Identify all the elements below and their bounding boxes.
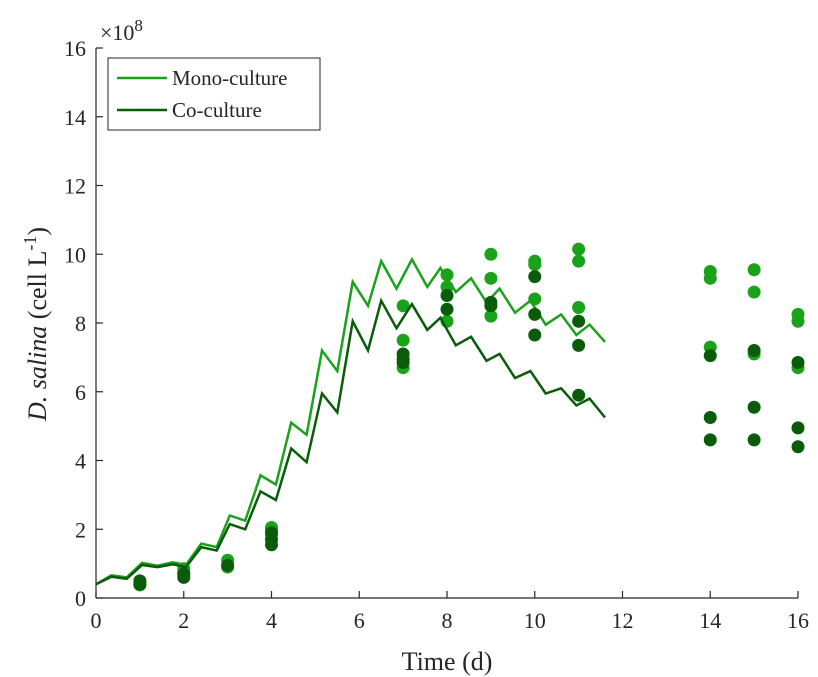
y-label-close: ) — [23, 227, 52, 236]
data-point-mono-culture — [528, 258, 542, 272]
y-tick-label: 10 — [64, 242, 86, 267]
data-point-co-culture — [747, 400, 761, 414]
data-point-mono-culture — [440, 268, 454, 282]
series-line-co-culture — [95, 297, 606, 586]
data-point-co-culture — [791, 440, 805, 454]
x-tick-label: 6 — [354, 608, 365, 633]
data-point-co-culture — [747, 433, 761, 447]
data-point-co-culture — [703, 411, 717, 425]
y-multiplier-label: ×108 — [100, 16, 143, 45]
data-point-mono-culture — [484, 247, 498, 261]
data-point-mono-culture — [528, 292, 542, 306]
series-layer — [95, 242, 805, 592]
y-tick-label: 2 — [75, 517, 86, 542]
data-point-co-culture — [528, 328, 542, 342]
data-point-mono-culture — [791, 314, 805, 328]
series-line-mono-culture — [95, 256, 606, 586]
x-tick-label: 8 — [442, 608, 453, 633]
x-axis-label: Time (d) — [402, 647, 493, 676]
data-point-co-culture — [221, 558, 235, 572]
axis-ticks: 0 2 4 6 8 10 12 14 16 0 2 4 6 8 10 12 14 16 — [64, 36, 809, 633]
y-label-species: D. salina — [23, 326, 52, 422]
data-point-co-culture — [440, 289, 454, 302]
y-tick-label: 4 — [75, 449, 86, 474]
y-tick-label: 12 — [64, 174, 86, 199]
x-tick-label: 4 — [266, 608, 277, 633]
x-tick-label: 12 — [612, 608, 634, 633]
data-point-mono-culture — [747, 263, 761, 277]
legend-label-mono-culture: Mono-culture — [172, 66, 287, 90]
data-point-mono-culture — [572, 254, 586, 268]
x-tick-label: 14 — [699, 608, 721, 633]
data-point-co-culture — [528, 270, 542, 284]
data-point-mono-culture — [747, 285, 761, 299]
y-label-units: (cell L — [23, 251, 52, 326]
y-tick-label: 8 — [75, 311, 86, 336]
data-point-co-culture — [484, 299, 498, 313]
legend: Mono-culture Co-culture — [107, 57, 321, 131]
data-point-mono-culture — [572, 242, 586, 256]
data-point-co-culture — [572, 314, 586, 328]
x-tick-label: 2 — [178, 608, 189, 633]
legend-label-co-culture: Co-culture — [172, 98, 262, 122]
y-tick-label: 0 — [75, 586, 86, 611]
data-point-co-culture — [791, 356, 805, 370]
y-tick-label: 6 — [75, 380, 86, 405]
data-point-mono-culture — [396, 333, 410, 347]
data-point-co-culture — [791, 421, 805, 435]
data-point-co-culture — [703, 433, 717, 447]
x-tick-label: 16 — [787, 608, 809, 633]
data-point-co-culture — [747, 344, 761, 357]
legend-box — [107, 57, 321, 131]
data-point-co-culture — [177, 567, 191, 581]
data-point-co-culture — [396, 356, 410, 370]
data-point-co-culture — [572, 338, 586, 352]
data-point-mono-culture — [572, 301, 586, 315]
data-point-mono-culture — [703, 271, 717, 285]
x-tick-label: 10 — [524, 608, 546, 633]
data-point-co-culture — [265, 526, 278, 540]
data-point-mono-culture — [396, 299, 410, 313]
data-point-co-culture — [133, 574, 147, 588]
y-multiplier-exp: 8 — [134, 16, 143, 35]
y-multiplier-base: ×10 — [100, 20, 134, 45]
y-tick-label: 14 — [64, 105, 86, 130]
data-point-mono-culture — [484, 309, 498, 323]
y-tick-label: 16 — [64, 36, 86, 61]
data-point-co-culture — [440, 302, 454, 316]
data-point-co-culture — [572, 388, 586, 402]
y-axis-label: D. salina (cell L-1) — [20, 227, 52, 422]
data-point-co-culture — [703, 349, 717, 363]
data-point-mono-culture — [484, 271, 498, 285]
y-label-exponent: -1 — [20, 236, 40, 251]
x-tick-label: 0 — [91, 608, 102, 633]
data-point-co-culture — [528, 307, 542, 321]
